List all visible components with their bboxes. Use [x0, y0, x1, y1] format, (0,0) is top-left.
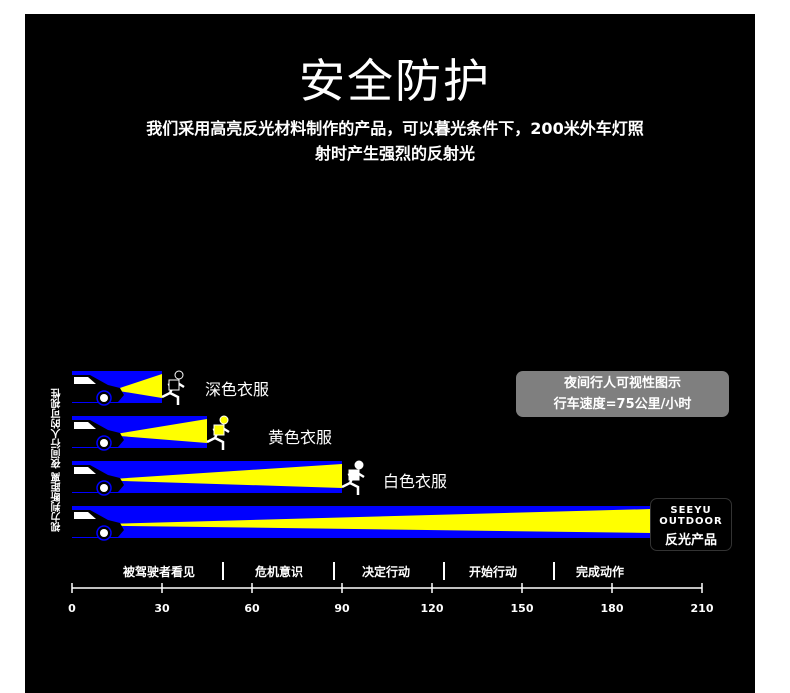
brand-product: 反光产品 [664, 533, 717, 548]
tick-label: 90 [334, 602, 350, 615]
tick-label: 120 [420, 602, 444, 615]
brand-logo: SEEYU OUTDOOR [659, 505, 723, 527]
tick-label: 210 [690, 602, 714, 615]
car-hub [100, 439, 108, 447]
pedestrian-body [161, 379, 185, 405]
headlight-beam [118, 374, 162, 398]
car-window [74, 422, 96, 429]
car-hub [100, 484, 108, 492]
label-white-clothes: 白色衣服 [383, 472, 448, 491]
pedestrian-body [341, 469, 365, 495]
pedestrian-icon [174, 370, 184, 380]
poster-panel [25, 14, 755, 693]
tick-label: 30 [154, 602, 170, 615]
stage-seen: 被驾驶者看见 [123, 565, 196, 579]
stage-separator [443, 562, 445, 580]
label-yellow-clothes: 黄色衣服 [268, 428, 333, 447]
car-hub [100, 529, 108, 537]
stage-complete: 完成动作 [576, 565, 625, 579]
car-window [74, 512, 96, 519]
stage-start: 开始行动 [469, 565, 518, 579]
page-title: 安全防护 [299, 54, 491, 108]
stage-separator [553, 562, 555, 580]
headlight-beam [118, 464, 342, 488]
stage-awareness: 危机意识 [255, 565, 304, 579]
tick-label: 60 [244, 602, 260, 615]
car-hub [100, 394, 108, 402]
info-line-1: 夜间行人可视性图示 [563, 376, 681, 391]
stage-decide: 决定行动 [362, 565, 411, 579]
label-dark-clothes: 深色衣服 [205, 380, 270, 399]
brand-badge: SEEYU OUTDOOR 反光产品 [650, 498, 732, 551]
pedestrian-torso [348, 469, 360, 481]
pedestrian-icon [354, 460, 364, 470]
car-window [74, 467, 96, 474]
stage-separator [333, 562, 335, 580]
headlight-beam [118, 509, 651, 533]
tick-label: 150 [510, 602, 534, 615]
info-line-2: 行车速度=75公里/小时 [553, 397, 692, 412]
tick-label: 180 [600, 602, 624, 615]
subtitle-line-2: 射时产生强烈的反射光 [314, 144, 475, 163]
info-box: 夜间行人可视性图示 行车速度=75公里/小时 [516, 371, 729, 417]
pedestrian-torso [213, 424, 225, 436]
subtitle-line-1: 我们采用高亮反光材料制作的产品，可以暮光条件下，200米外车灯照 [146, 119, 644, 138]
headlight-beam [118, 419, 207, 443]
pedestrian-body [206, 424, 230, 450]
stage-separator [222, 562, 224, 580]
car-window [74, 377, 96, 384]
pedestrian-torso [168, 379, 180, 391]
pedestrian-icon [219, 415, 229, 425]
tick-label: 0 [68, 602, 76, 615]
